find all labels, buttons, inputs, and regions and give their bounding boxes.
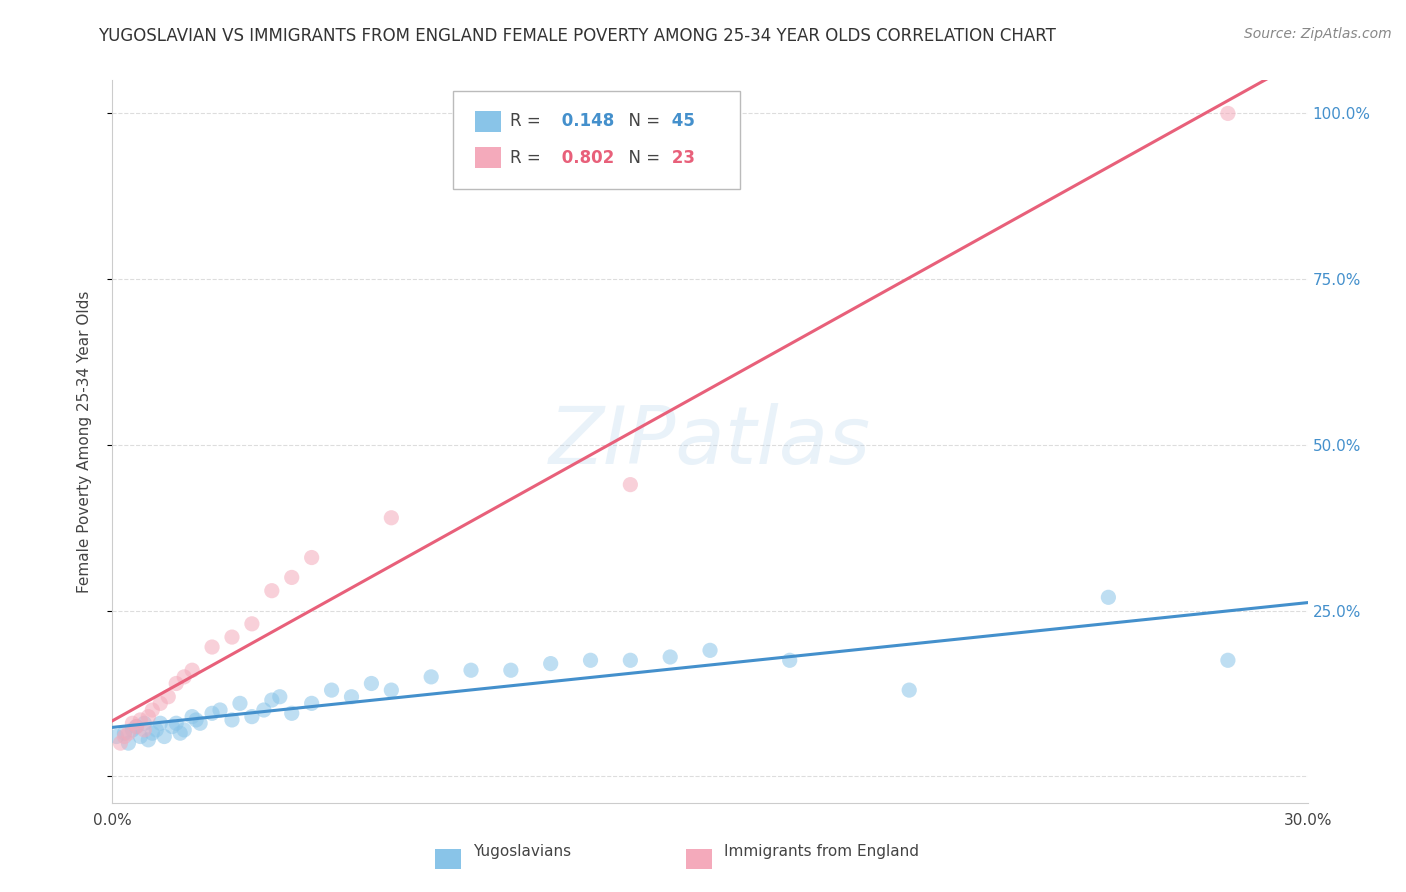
Text: R =: R = [510, 112, 541, 130]
Point [253, 703, 276, 717]
Bar [436, 849, 461, 870]
Text: Immigrants from England: Immigrants from England [724, 845, 920, 859]
Point [301, 550, 323, 565]
Point [173, 670, 195, 684]
Point [260, 693, 283, 707]
Point [240, 616, 263, 631]
Point [260, 583, 283, 598]
Point [579, 653, 602, 667]
FancyBboxPatch shape [453, 91, 740, 189]
Point [540, 657, 562, 671]
Point [201, 640, 224, 654]
Text: 23: 23 [666, 149, 695, 167]
Point [129, 713, 152, 727]
Point [117, 726, 139, 740]
Point [110, 736, 132, 750]
Text: Source: ZipAtlas.com: Source: ZipAtlas.com [1244, 27, 1392, 41]
Bar [686, 849, 713, 870]
Point [145, 723, 167, 737]
Point [1216, 106, 1239, 120]
Point [141, 703, 163, 717]
Point [114, 730, 135, 744]
Point [619, 653, 641, 667]
Point [659, 650, 682, 665]
Text: 45: 45 [666, 112, 695, 130]
Point [420, 670, 443, 684]
Point [188, 716, 211, 731]
Point [499, 663, 522, 677]
Point [380, 683, 402, 698]
Point [134, 723, 156, 737]
Point [221, 713, 243, 727]
Point [340, 690, 363, 704]
Point [114, 726, 135, 740]
Point [129, 730, 152, 744]
Point [281, 706, 304, 721]
Text: N =: N = [619, 149, 661, 167]
Point [105, 730, 128, 744]
Text: N =: N = [619, 112, 661, 130]
Point [321, 683, 343, 698]
Text: 0.802: 0.802 [555, 149, 614, 167]
Point [269, 690, 291, 704]
Point [221, 630, 243, 644]
Point [181, 709, 204, 723]
Point [240, 709, 263, 723]
Point [898, 683, 921, 698]
Point [460, 663, 482, 677]
Point [162, 720, 183, 734]
Point [619, 477, 641, 491]
Point [138, 732, 160, 747]
Text: Yugoslavians: Yugoslavians [474, 845, 571, 859]
Point [229, 697, 252, 711]
Point [169, 726, 191, 740]
Point [186, 713, 208, 727]
Point [779, 653, 801, 667]
Text: ZIPatlas: ZIPatlas [548, 402, 872, 481]
Point [1097, 591, 1119, 605]
Point [281, 570, 304, 584]
Point [165, 676, 187, 690]
Point [125, 720, 148, 734]
Point [121, 723, 143, 737]
Text: R =: R = [510, 149, 541, 167]
Point [117, 736, 139, 750]
Point [125, 720, 148, 734]
Point [699, 643, 721, 657]
Point [141, 726, 163, 740]
Text: YUGOSLAVIAN VS IMMIGRANTS FROM ENGLAND FEMALE POVERTY AMONG 25-34 YEAR OLDS CORR: YUGOSLAVIAN VS IMMIGRANTS FROM ENGLAND F… [98, 27, 1056, 45]
Point [209, 703, 232, 717]
Point [173, 723, 195, 737]
Point [181, 663, 204, 677]
Point [134, 716, 156, 731]
Y-axis label: Female Poverty Among 25-34 Year Olds: Female Poverty Among 25-34 Year Olds [77, 291, 91, 592]
Point [301, 697, 323, 711]
Point [149, 697, 172, 711]
Point [380, 510, 402, 524]
Point [157, 690, 180, 704]
Point [201, 706, 224, 721]
Point [1216, 653, 1239, 667]
Point [121, 716, 143, 731]
Bar [475, 147, 501, 168]
Point [149, 716, 172, 731]
Text: 0.148: 0.148 [555, 112, 614, 130]
Point [360, 676, 382, 690]
Point [153, 730, 176, 744]
Point [165, 716, 187, 731]
Bar [475, 112, 501, 132]
Point [138, 709, 160, 723]
